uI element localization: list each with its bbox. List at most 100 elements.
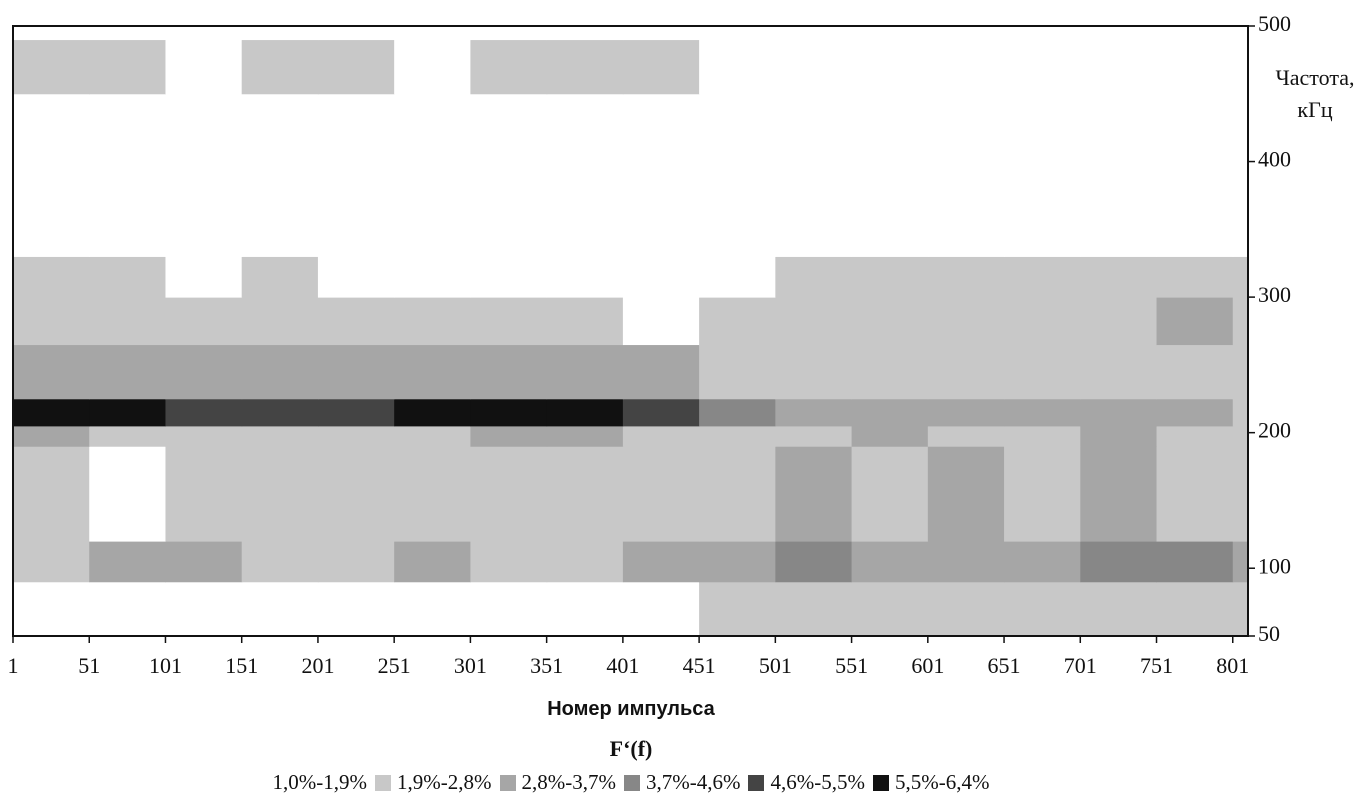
heatmap-cell xyxy=(1156,541,1234,583)
heatmap-cell xyxy=(394,344,471,400)
heatmap-cell xyxy=(13,39,90,95)
heatmap-cell xyxy=(927,297,1005,346)
legend-item: 3,7%-4,6% xyxy=(624,770,740,795)
heatmap-cell xyxy=(13,344,90,400)
heatmap-cell xyxy=(851,93,929,257)
heatmap-cell xyxy=(851,581,929,637)
heatmap-cell xyxy=(927,256,1005,298)
heatmap-cell xyxy=(13,297,90,346)
heatmap-cell xyxy=(622,446,700,542)
heatmap-cell xyxy=(1080,256,1158,298)
y-axis-label: Частота, кГц xyxy=(1275,65,1355,122)
heatmap-cell xyxy=(546,297,624,346)
heatmap-cell xyxy=(1156,425,1234,447)
heatmap-cell xyxy=(470,446,548,542)
plot-frame xyxy=(12,25,1249,637)
heatmap-cell xyxy=(927,581,1005,637)
heatmap-cell xyxy=(927,93,1005,257)
heatmap-cell xyxy=(1232,425,1249,447)
heatmap-cell xyxy=(622,297,700,346)
heatmap-cell xyxy=(1156,398,1234,427)
heatmap-cell xyxy=(317,446,395,542)
heatmap-cell xyxy=(241,26,319,41)
heatmap-cell xyxy=(775,541,853,583)
heatmap-cell xyxy=(927,39,1005,95)
heatmap-cell xyxy=(546,541,624,583)
heatmap-cell xyxy=(89,26,166,41)
heatmap-cell xyxy=(317,344,395,400)
legend-swatch xyxy=(375,774,392,791)
heatmap-cell xyxy=(13,425,90,447)
heatmap-cell xyxy=(699,425,776,447)
heatmap-cell xyxy=(1232,541,1249,583)
legend-label: 1,0%-1,9% xyxy=(272,770,368,794)
heatmap-cell xyxy=(394,256,471,298)
heatmap-cell xyxy=(470,26,548,41)
heatmap-cell xyxy=(241,39,319,95)
x-tick-label: 451 xyxy=(683,653,716,678)
heatmap-cell xyxy=(241,344,319,400)
heatmap-cell xyxy=(1004,26,1081,41)
heatmap-cell xyxy=(851,344,929,400)
heatmap-cell xyxy=(394,398,471,427)
legend-label: 4,6%-5,5% xyxy=(770,770,865,794)
heatmap-cell xyxy=(317,256,395,298)
heatmap-cell xyxy=(13,93,90,257)
heatmap-cell xyxy=(927,425,1005,447)
heatmap-cell xyxy=(241,425,319,447)
heatmap-cell xyxy=(851,541,929,583)
heatmap-cell xyxy=(1080,425,1158,447)
heatmap-cell xyxy=(13,446,90,542)
heatmap-cell xyxy=(89,344,166,400)
heatmap-cell xyxy=(470,256,548,298)
heatmap-cell xyxy=(851,425,929,447)
heatmap-cell xyxy=(1004,425,1081,447)
x-tick-label: 801 xyxy=(1216,653,1249,678)
heatmap-cell xyxy=(165,93,243,257)
heatmap-cell xyxy=(394,93,471,257)
heatmap-cell xyxy=(1232,344,1249,400)
heatmap-cell xyxy=(165,581,243,637)
heatmap-cell xyxy=(1004,297,1081,346)
heatmap-cell xyxy=(13,398,90,427)
x-axis-label: Номер импульса xyxy=(547,698,715,720)
y-tick-label: 50 xyxy=(1258,621,1280,646)
heatmap-cell xyxy=(1004,541,1081,583)
x-tick-label: 601 xyxy=(911,653,944,678)
x-tick-label: 701 xyxy=(1064,653,1097,678)
heatmap-cell xyxy=(622,425,700,447)
heatmap-cell xyxy=(927,446,1005,542)
heatmap-cell xyxy=(699,256,776,298)
heatmap-cell xyxy=(546,256,624,298)
heatmap-cell xyxy=(1232,39,1249,95)
heatmap-cell xyxy=(1080,93,1158,257)
heatmap-cell xyxy=(394,541,471,583)
heatmap-cell xyxy=(317,398,395,427)
heatmap-cell xyxy=(470,541,548,583)
heatmap-cell xyxy=(89,581,166,637)
heatmap-cell xyxy=(851,26,929,41)
heatmap-cell xyxy=(775,344,853,400)
heatmap-cell xyxy=(1156,581,1234,637)
heatmap-cell xyxy=(1232,297,1249,346)
x-tick-label: 51 xyxy=(78,653,100,678)
legend-label: 5,5%-6,4% xyxy=(894,770,990,794)
legend-label: 3,7%-4,6% xyxy=(646,770,741,794)
heatmap-cell xyxy=(775,581,853,637)
x-tick-label: 101 xyxy=(149,653,182,678)
x-tick-label: 351 xyxy=(530,653,563,678)
heatmap-cell xyxy=(241,398,319,427)
heatmap-cell xyxy=(470,344,548,400)
heatmap-cell xyxy=(1004,344,1081,400)
heatmap-cell xyxy=(1156,344,1234,400)
heatmap-cell xyxy=(165,398,243,427)
heatmap-cell xyxy=(1004,39,1081,95)
legend-item: 2,8%-3,7% xyxy=(499,770,616,795)
heatmap-cell xyxy=(165,446,243,542)
x-tick-label: 401 xyxy=(606,653,639,678)
heatmap-cell xyxy=(699,297,776,346)
heatmap-cell xyxy=(775,256,853,298)
heatmap-cell xyxy=(165,26,243,41)
heatmap-cell xyxy=(1156,39,1234,95)
heatmap-cell xyxy=(1156,26,1234,41)
